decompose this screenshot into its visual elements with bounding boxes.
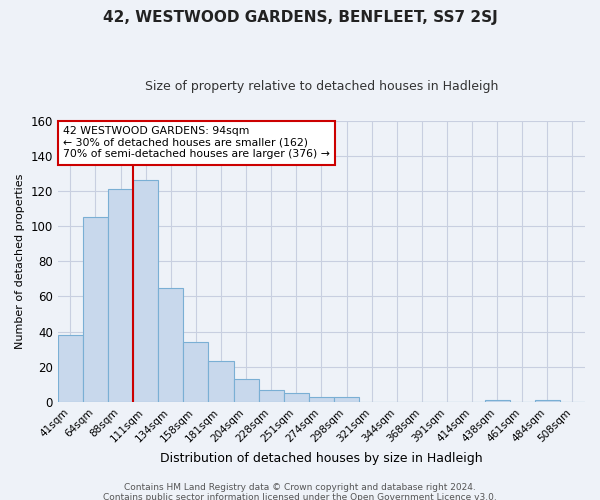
Bar: [83, 218, 108, 402]
Bar: [535, 400, 560, 402]
Y-axis label: Number of detached properties: Number of detached properties: [15, 174, 25, 349]
Bar: [184, 342, 208, 402]
Bar: [133, 180, 158, 402]
Bar: [309, 396, 334, 402]
Bar: [158, 288, 184, 402]
X-axis label: Distribution of detached houses by size in Hadleigh: Distribution of detached houses by size …: [160, 452, 483, 465]
Bar: [284, 393, 309, 402]
Bar: [233, 379, 259, 402]
Text: Contains HM Land Registry data © Crown copyright and database right 2024.: Contains HM Land Registry data © Crown c…: [124, 484, 476, 492]
Bar: [259, 390, 284, 402]
Text: 42 WESTWOOD GARDENS: 94sqm
← 30% of detached houses are smaller (162)
70% of sem: 42 WESTWOOD GARDENS: 94sqm ← 30% of deta…: [63, 126, 330, 160]
Bar: [108, 189, 133, 402]
Bar: [334, 396, 359, 402]
Text: Contains public sector information licensed under the Open Government Licence v3: Contains public sector information licen…: [103, 494, 497, 500]
Title: Size of property relative to detached houses in Hadleigh: Size of property relative to detached ho…: [145, 80, 498, 93]
Bar: [485, 400, 509, 402]
Text: 42, WESTWOOD GARDENS, BENFLEET, SS7 2SJ: 42, WESTWOOD GARDENS, BENFLEET, SS7 2SJ: [103, 10, 497, 25]
Bar: [208, 362, 233, 402]
Bar: [58, 335, 83, 402]
